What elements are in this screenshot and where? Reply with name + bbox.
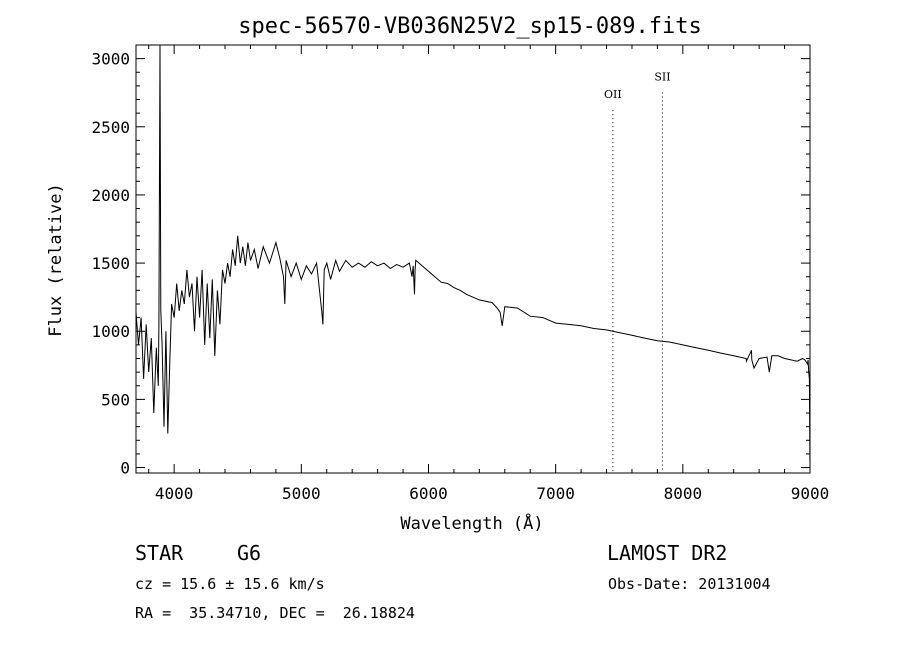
annotation-label: OII	[604, 88, 622, 101]
line-annotations: OII SII	[604, 70, 671, 473]
coordinates-text: RA = 35.34710, DEC = 26.18824	[135, 604, 415, 622]
obs-date-text: Obs-Date: 20131004	[608, 575, 771, 593]
x-axis-label: Wavelength (Å)	[400, 512, 543, 534]
y-tick-label: 500	[101, 390, 130, 409]
object-class: STAR	[135, 541, 184, 565]
x-tick-label: 8000	[664, 484, 703, 503]
x-tick-label: 9000	[791, 484, 830, 503]
axis-ticks: 4000 5000 6000 7000 8000 9000 0 500 1000 1500 2000…	[91, 45, 829, 503]
x-tick-label: 7000	[536, 484, 575, 503]
x-tick-label: 4000	[155, 484, 194, 503]
chart-title: spec-56570-VB036N25V2_sp15-089.fits	[238, 14, 702, 39]
redshift-text: cz = 15.6 ± 15.6 km/s	[135, 575, 325, 593]
annotation-label: SII	[654, 70, 670, 83]
y-tick-label: 3000	[91, 50, 130, 69]
x-tick-label: 5000	[282, 484, 321, 503]
survey-name: LAMOST DR2	[607, 541, 728, 565]
y-tick-label: 2500	[91, 118, 130, 137]
object-subclass: G6	[237, 541, 262, 565]
y-tick-label: 1000	[91, 322, 130, 341]
y-tick-label: 2000	[91, 186, 130, 205]
x-tick-label: 6000	[409, 484, 448, 503]
y-tick-label: 0	[120, 459, 130, 478]
y-axis-label: Flux (relative)	[46, 183, 66, 337]
spectrum-line	[135, 44, 811, 461]
y-tick-label: 1500	[91, 254, 130, 273]
plot-frame	[135, 44, 811, 474]
